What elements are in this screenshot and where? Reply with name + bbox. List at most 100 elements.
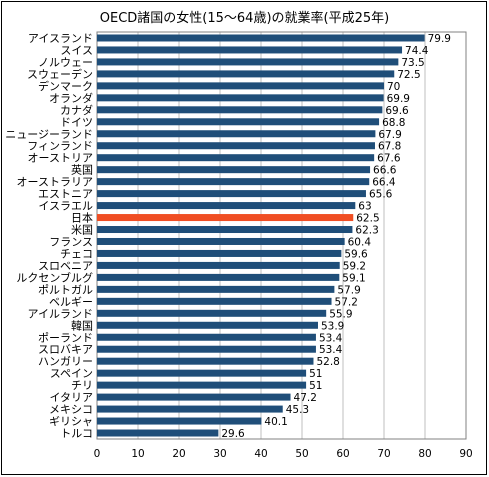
bar-10 (97, 154, 375, 162)
x-tick-label: 40 (254, 448, 267, 460)
bar-7 (97, 118, 380, 126)
category-label: オランダ (49, 91, 93, 105)
bar-25 (97, 333, 316, 341)
value-label: 73.5 (401, 57, 424, 69)
value-label: 45.3 (286, 404, 309, 416)
category-label: オーストラリア (17, 176, 93, 189)
value-label: 59.1 (342, 272, 365, 284)
bar-8 (97, 130, 376, 138)
bar-12 (97, 178, 370, 186)
value-label: 59.2 (343, 260, 366, 272)
bar-21 (97, 285, 335, 293)
bar-13 (97, 190, 366, 198)
category-label: スロバキア (38, 343, 93, 356)
category-label: イスラエル (38, 200, 93, 213)
value-label: 67.6 (377, 153, 401, 165)
bar-4 (97, 82, 384, 90)
value-label: 40.1 (264, 416, 287, 428)
category-label: ニュージーランド (5, 128, 93, 141)
value-label: 57.9 (337, 284, 360, 296)
value-label: 57.2 (335, 296, 358, 308)
category-label: フィンランド (27, 140, 93, 153)
value-label: 51 (309, 368, 322, 380)
category-label: スイス (60, 44, 93, 57)
value-label: 74.4 (405, 45, 429, 57)
category-label: ベルギー (49, 295, 93, 308)
bar-22 (97, 297, 332, 305)
category-label: メキシコ (49, 403, 93, 416)
value-label: 53.4 (319, 344, 343, 356)
bar-1 (97, 46, 403, 54)
bar-6 (97, 106, 383, 114)
category-label: エストニア (38, 188, 93, 201)
value-label: 69.9 (387, 93, 410, 105)
x-tick-label: 10 (131, 448, 144, 460)
plot-area (96, 31, 467, 440)
bar-18 (97, 249, 342, 257)
category-label: ポルトガル (38, 283, 93, 296)
bar-5 (97, 94, 384, 102)
bar-28 (97, 369, 307, 377)
category-label: ポーランド (38, 331, 93, 344)
x-tick-label: 60 (336, 448, 349, 460)
bar-17 (97, 237, 345, 245)
x-tick-label: 50 (295, 448, 308, 460)
category-label: ドイツ (60, 116, 93, 129)
x-tick-label: 30 (213, 448, 226, 460)
category-label: ギリシャ (49, 415, 93, 428)
value-label: 67.9 (378, 129, 401, 141)
bar-24 (97, 321, 318, 329)
category-label: スウェーデン (27, 67, 93, 81)
category-label: イタリア (49, 391, 93, 404)
value-label: 66.4 (372, 177, 396, 189)
category-label: アイスランド (28, 32, 93, 45)
category-label: チリ (71, 379, 93, 392)
value-label: 70 (387, 81, 400, 93)
value-label: 59.6 (344, 248, 368, 260)
category-label: カナダ (60, 103, 93, 117)
x-tick-label: 90 (459, 448, 472, 460)
category-label: スロベニア (38, 259, 93, 272)
x-tick-label: 80 (418, 448, 431, 460)
bar-31 (97, 405, 283, 413)
bar-11 (97, 166, 371, 174)
value-label: 47.2 (294, 392, 317, 404)
bar-19 (97, 261, 340, 269)
bar-29 (97, 381, 307, 389)
value-label: 68.8 (382, 117, 405, 129)
category-label: オーストリア (28, 152, 93, 165)
value-label: 52.8 (316, 356, 339, 368)
category-label: ルクセンブルグ (16, 270, 93, 284)
value-label: 53.9 (321, 320, 344, 332)
bar-27 (97, 357, 314, 365)
value-label: 66.6 (373, 165, 397, 177)
category-label: スペイン (50, 367, 93, 380)
category-label: ハンガリー (38, 355, 93, 368)
bar-0 (97, 34, 425, 42)
x-tick-label: 0 (94, 448, 101, 460)
bar-3 (97, 70, 395, 78)
bar-14 (97, 202, 356, 210)
value-label: 65.6 (369, 189, 393, 201)
category-label: 日本 (71, 211, 93, 225)
chart-title: OECD諸国の女性(15～64歳)の就業率(平成25年) (99, 11, 390, 26)
bar-32 (97, 417, 262, 425)
value-label: 72.5 (397, 69, 420, 81)
bar-26 (97, 345, 316, 353)
category-label: 英国 (71, 163, 93, 177)
category-label: アイルランド (28, 307, 93, 320)
bar-23 (97, 309, 327, 317)
value-label: 53.4 (319, 332, 343, 344)
value-label: 29.6 (221, 428, 245, 440)
bar-9 (97, 142, 375, 150)
value-label: 79.9 (428, 33, 451, 45)
bar-20 (97, 273, 340, 281)
x-tick-label: 20 (172, 448, 185, 460)
category-label: ノルウェー (38, 56, 93, 69)
category-label: デンマーク (38, 79, 93, 93)
value-label: 55.9 (329, 308, 352, 320)
value-label: 62.3 (355, 225, 378, 237)
category-label: 米国 (71, 224, 93, 237)
bar-15 (97, 214, 354, 222)
